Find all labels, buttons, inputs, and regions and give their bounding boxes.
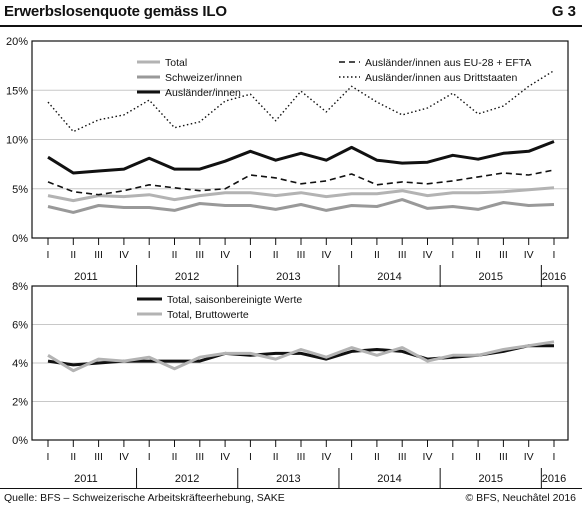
year-label: 2011 [74,271,98,283]
x-tick-label: I [249,451,252,463]
x-tick-label: IV [524,249,534,261]
x-tick-label: II [374,249,380,261]
y-tick-label: 8% [12,281,28,293]
x-tick-label: II [475,249,481,261]
year-label: 2012 [175,473,199,485]
series-line [47,198,555,214]
x-tick-label: I [47,451,50,463]
x-tick-label: II [70,249,76,261]
x-tick-label: IV [423,451,433,463]
legend-label: Total [165,57,187,69]
y-tick-label: 15% [6,85,28,97]
x-tick-label: III [297,451,306,463]
x-tick-label: I [350,249,353,261]
x-tick-label: I [553,451,556,463]
plot-frame [31,285,569,441]
x-tick-label: III [499,249,508,261]
year-label: 2016 [542,473,566,485]
x-tick-label: III [398,249,407,261]
y-tick-label: 0% [12,233,28,245]
x-tick-label: IV [423,249,433,261]
x-tick-label: I [350,451,353,463]
year-label: 2014 [377,271,401,283]
x-tick-label: I [451,451,454,463]
x-tick-label: II [172,249,178,261]
year-label: 2016 [542,271,566,283]
x-tick-label: IV [119,249,129,261]
legend-label: Ausländer/innen aus Drittstaaten [365,72,518,84]
year-label: 2012 [175,271,199,283]
x-tick-label: I [249,249,252,261]
y-tick-label: 10% [6,135,28,147]
plot-frame [31,40,569,239]
legend-label: Schweizer/innen [165,72,242,84]
legend-label: Total, Bruttowerte [167,309,249,321]
y-tick-label: 0% [12,435,28,447]
y-tick-label: 6% [12,320,28,332]
x-tick-label: IV [321,451,331,463]
x-tick-label: III [398,451,407,463]
footer-rule [0,488,582,489]
x-tick-label: II [172,451,178,463]
x-tick-label: III [195,249,204,261]
series-line [47,340,555,373]
x-tick-label: II [70,451,76,463]
x-tick-label: IV [524,451,534,463]
x-tick-label: IV [220,249,230,261]
year-label: 2015 [479,473,503,485]
source-note: Quelle: BFS – Schweizerische Arbeitskräf… [4,492,285,504]
year-label: 2011 [74,473,98,485]
x-tick-label: III [195,451,204,463]
x-tick-label: I [451,249,454,261]
chart-panel-1: 0%5%10%15%20%I II III IV I II III IV I II III IV I II… [6,36,569,287]
year-label: 2014 [377,473,401,485]
x-tick-label: II [273,451,279,463]
x-tick-label: III [94,249,103,261]
year-label: 2013 [276,473,300,485]
series-line [47,169,555,196]
legend-label: Total, saisonbereinigte Werte [167,294,302,306]
series-line [47,186,555,203]
x-tick-label: III [94,451,103,463]
year-label: 2015 [479,271,503,283]
x-tick-label: II [475,451,481,463]
x-tick-label: I [553,249,556,261]
copyright-note: © BFS, Neuchâtel 2016 [465,492,576,504]
y-tick-label: 2% [12,397,28,409]
header-rule [0,25,582,27]
x-tick-label: IV [119,451,129,463]
figure-id: G 3 [551,3,576,20]
legend-label: Ausländer/innen [165,87,241,99]
x-tick-label: IV [220,451,230,463]
chart-panel-2: 0%2%4%6%8%I II III IV I II III IV I II III IV I II III… [12,281,569,488]
y-tick-label: 5% [12,184,28,196]
x-tick-label: IV [321,249,331,261]
y-tick-label: 4% [12,358,28,370]
series-line [47,140,555,175]
y-tick-label: 20% [6,36,28,48]
series-line [47,70,555,133]
x-tick-label: I [148,249,151,261]
x-tick-label: II [374,451,380,463]
x-tick-label: I [148,451,151,463]
x-tick-label: II [273,249,279,261]
year-label: 2013 [276,271,300,283]
x-tick-label: III [499,451,508,463]
chart-title: Erwerbslosenquote gemäss ILO [4,3,227,20]
x-tick-label: I [47,249,50,261]
x-tick-label: III [297,249,306,261]
legend-label: Ausländer/innen aus EU-28 + EFTA [365,57,531,69]
